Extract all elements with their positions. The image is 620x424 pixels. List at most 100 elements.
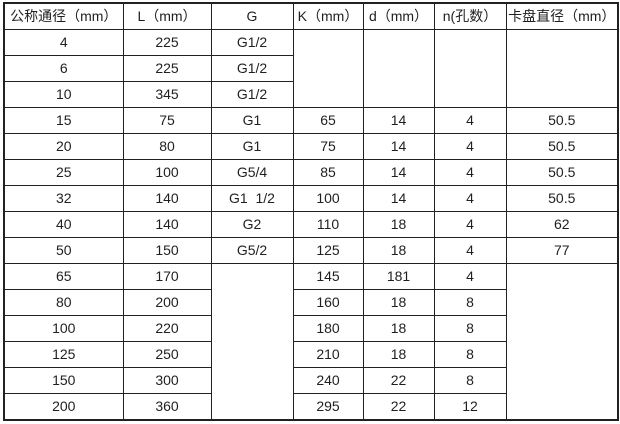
table-cell: 50.5 <box>505 133 619 160</box>
table-row: 125 250 210 18 8 <box>3 341 618 368</box>
table-row: 50 150 G5/2 125 18 4 77 <box>3 237 619 264</box>
table-row: 65 170 145 181 4 <box>3 263 619 421</box>
table-cell: 50.5 <box>505 185 619 212</box>
table-cell: 220 <box>122 315 212 342</box>
column-header: G <box>210 2 294 30</box>
table-cell: 8 <box>433 367 507 394</box>
table-row: 20 80 G1 75 14 4 50.5 <box>3 133 619 160</box>
table-row: 32 140 G1 1/2 100 14 4 50.5 <box>3 185 619 212</box>
table-cell: 180 <box>292 315 364 342</box>
table-cell: 200 <box>3 393 124 421</box>
table-cell: 14 <box>362 107 435 134</box>
table-cell: 25 <box>3 159 124 186</box>
table-cell: 250 <box>122 341 212 368</box>
table-cell: 8 <box>433 289 507 316</box>
table-cell: 40 <box>3 211 124 238</box>
table-cell <box>433 29 507 108</box>
table-cell: 110 <box>292 211 364 238</box>
table-cell: 125 <box>3 341 124 368</box>
table-cell: 22 <box>362 367 435 394</box>
column-header: 公称通径（mm） <box>3 2 124 30</box>
table-cell: 15 <box>3 107 124 134</box>
table-cell: 22 <box>362 393 435 421</box>
table-cell <box>505 263 619 421</box>
header-row: 公称通径（mm） L（mm） G K（mm） d（mm） n(孔数） 卡盘直径（mm） <box>3 2 619 30</box>
table-cell: 181 <box>362 263 435 290</box>
table-row: 200 360 295 22 12 <box>3 393 618 421</box>
table-cell: 4 <box>433 211 507 238</box>
table-row: 15 75 G1 65 14 4 50.5 <box>3 107 619 134</box>
table-cell: 145 <box>292 263 364 290</box>
table-cell: 140 <box>122 185 212 212</box>
table-cell: 160 <box>292 289 364 316</box>
table-cell: 8 <box>433 341 507 368</box>
table-cell: 14 <box>362 185 435 212</box>
table-cell: G5/2 <box>210 237 294 264</box>
table-cell: 300 <box>122 367 212 394</box>
table-cell: 150 <box>3 367 124 394</box>
table-cell: 18 <box>362 211 435 238</box>
table-cell: 12 <box>433 393 507 421</box>
table-cell: 140 <box>122 211 212 238</box>
table-cell: 80 <box>122 133 212 160</box>
table-cell: 75 <box>292 133 364 160</box>
table-cell: 50.5 <box>505 159 619 186</box>
table-cell: 100 <box>122 159 212 186</box>
table-cell: 6 <box>3 55 124 82</box>
table-cell <box>505 29 619 108</box>
table-cell: 4 <box>433 263 507 290</box>
table-cell: 4 <box>3 29 124 56</box>
table-cell: 360 <box>122 393 212 421</box>
table-cell: 100 <box>3 315 124 342</box>
table-cell: 295 <box>292 393 364 421</box>
table-cell: G1/2 <box>210 55 294 82</box>
table-cell: 50 <box>3 237 124 264</box>
table-cell: G1 1/2 <box>210 185 294 212</box>
table-cell <box>292 29 364 108</box>
table-cell: 50.5 <box>505 107 619 134</box>
table-cell: G1/2 <box>210 81 294 108</box>
table-cell: 85 <box>292 159 364 186</box>
table-cell: 75 <box>122 107 212 134</box>
table-cell: 345 <box>122 81 212 108</box>
table-cell: 65 <box>292 107 364 134</box>
column-header: n(孔数） <box>433 2 507 30</box>
table-cell: 18 <box>362 237 435 264</box>
column-header: 卡盘直径（mm） <box>505 2 619 30</box>
table-cell: G1 <box>210 107 294 134</box>
table-cell: 4 <box>433 185 507 212</box>
table-cell: 4 <box>433 107 507 134</box>
table-cell: G2 <box>210 211 294 238</box>
table-cell: 77 <box>505 237 619 264</box>
table-cell: G1 <box>210 133 294 160</box>
table-cell: 18 <box>362 341 435 368</box>
table-row: 6 225 G1/2 <box>3 55 618 82</box>
table-cell: 4 <box>433 133 507 160</box>
table-cell: 10 <box>3 81 124 108</box>
table-cell: 80 <box>3 289 124 316</box>
table-cell: 200 <box>122 289 212 316</box>
table-cell: 150 <box>122 237 212 264</box>
table-row: 150 300 240 22 8 <box>3 367 618 394</box>
table-cell: 4 <box>433 159 507 186</box>
table-cell: 18 <box>362 289 435 316</box>
table-cell <box>210 263 294 421</box>
table-cell: G5/4 <box>210 159 294 186</box>
table-cell: 62 <box>505 211 619 238</box>
table-cell: 20 <box>3 133 124 160</box>
table-cell: 65 <box>3 263 124 290</box>
table-cell: 18 <box>362 315 435 342</box>
table-cell: 210 <box>292 341 364 368</box>
table-row: 40 140 G2 110 18 4 62 <box>3 211 619 238</box>
table-cell: 225 <box>122 55 212 82</box>
table-cell: 14 <box>362 159 435 186</box>
column-header: K（mm） <box>292 2 364 30</box>
table-cell: 225 <box>122 29 212 56</box>
column-header: d（mm） <box>362 2 435 30</box>
table-cell: G1/2 <box>210 29 294 56</box>
table-cell: 100 <box>292 185 364 212</box>
table-row: 25 100 G5/4 85 14 4 50.5 <box>3 159 619 186</box>
table-cell: 14 <box>362 133 435 160</box>
